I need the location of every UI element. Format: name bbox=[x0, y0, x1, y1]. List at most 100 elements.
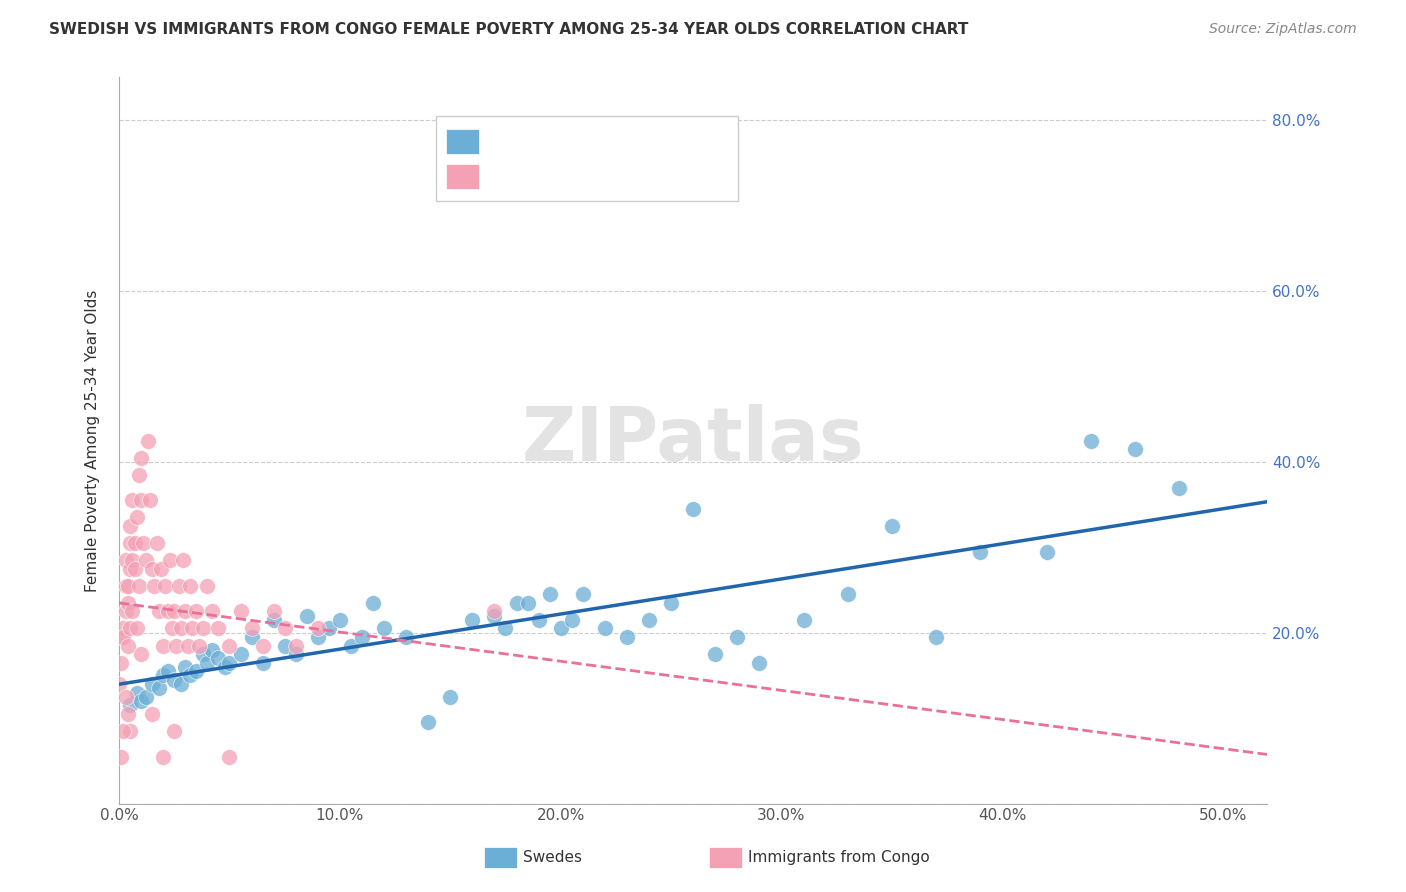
Point bbox=[124, 536, 146, 550]
Point bbox=[969, 544, 991, 558]
Point bbox=[129, 694, 152, 708]
Point bbox=[350, 630, 373, 644]
Point bbox=[263, 604, 285, 618]
Point bbox=[166, 639, 188, 653]
Point bbox=[273, 639, 295, 653]
Point bbox=[505, 596, 527, 610]
Point bbox=[120, 698, 142, 713]
Point bbox=[186, 604, 208, 618]
Point bbox=[132, 536, 155, 550]
Text: Immigrants from Congo: Immigrants from Congo bbox=[748, 850, 929, 864]
Point bbox=[152, 639, 174, 653]
Point bbox=[284, 639, 307, 653]
Point bbox=[201, 604, 224, 618]
Point bbox=[156, 604, 179, 618]
Point bbox=[229, 604, 252, 618]
Point bbox=[263, 613, 285, 627]
Point bbox=[128, 579, 150, 593]
Point bbox=[195, 579, 218, 593]
Text: 0.486: 0.486 bbox=[517, 132, 569, 151]
Point bbox=[561, 613, 583, 627]
Point bbox=[117, 596, 139, 610]
Point bbox=[150, 562, 173, 576]
Point bbox=[725, 630, 748, 644]
Point bbox=[135, 690, 157, 704]
Point bbox=[128, 467, 150, 482]
Point bbox=[170, 622, 193, 636]
Text: 74: 74 bbox=[623, 168, 647, 186]
Point bbox=[329, 613, 352, 627]
Point bbox=[110, 630, 132, 644]
Point bbox=[207, 622, 229, 636]
Point bbox=[176, 639, 198, 653]
Point bbox=[925, 630, 948, 644]
Point bbox=[538, 587, 561, 601]
Point bbox=[748, 656, 770, 670]
Point bbox=[112, 630, 135, 644]
Point bbox=[139, 493, 162, 508]
Point bbox=[148, 681, 170, 696]
Point bbox=[129, 450, 152, 465]
Point bbox=[218, 749, 240, 764]
Point bbox=[117, 579, 139, 593]
Point bbox=[141, 562, 163, 576]
Point bbox=[148, 604, 170, 618]
Point bbox=[240, 622, 263, 636]
Point bbox=[125, 510, 148, 524]
Point bbox=[120, 562, 142, 576]
Point bbox=[495, 622, 517, 636]
Point bbox=[110, 656, 132, 670]
Point bbox=[141, 706, 163, 721]
Point bbox=[252, 656, 274, 670]
Text: 0.084: 0.084 bbox=[517, 168, 569, 186]
Text: SWEDISH VS IMMIGRANTS FROM CONGO FEMALE POVERTY AMONG 25-34 YEAR OLDS CORRELATIO: SWEDISH VS IMMIGRANTS FROM CONGO FEMALE … bbox=[49, 22, 969, 37]
Point bbox=[108, 677, 131, 691]
Point bbox=[201, 643, 224, 657]
Point bbox=[191, 622, 214, 636]
Point bbox=[114, 690, 136, 704]
Point bbox=[117, 706, 139, 721]
Point bbox=[1080, 434, 1102, 448]
Point bbox=[593, 622, 616, 636]
Point bbox=[395, 630, 418, 644]
Point bbox=[187, 639, 209, 653]
Point bbox=[145, 536, 167, 550]
Text: Source: ZipAtlas.com: Source: ZipAtlas.com bbox=[1209, 22, 1357, 37]
Point bbox=[461, 613, 484, 627]
Point bbox=[160, 622, 183, 636]
Text: R =: R = bbox=[484, 168, 520, 186]
Point bbox=[837, 587, 859, 601]
Point bbox=[214, 660, 236, 674]
Point bbox=[163, 724, 186, 739]
Point bbox=[155, 579, 177, 593]
Point bbox=[1168, 481, 1191, 495]
Point bbox=[218, 656, 240, 670]
Point bbox=[340, 639, 363, 653]
Point bbox=[793, 613, 815, 627]
Point bbox=[152, 749, 174, 764]
Point bbox=[284, 647, 307, 661]
Point bbox=[135, 553, 157, 567]
Point bbox=[307, 622, 329, 636]
Point bbox=[114, 579, 136, 593]
Point bbox=[229, 647, 252, 661]
Point bbox=[159, 553, 181, 567]
Point bbox=[129, 647, 152, 661]
Point bbox=[141, 677, 163, 691]
Point bbox=[121, 553, 143, 567]
Point bbox=[1123, 442, 1146, 456]
Text: ZIPatlas: ZIPatlas bbox=[522, 404, 865, 477]
Point bbox=[120, 622, 142, 636]
Point bbox=[167, 579, 190, 593]
Point bbox=[136, 434, 159, 448]
Point bbox=[120, 724, 142, 739]
Point bbox=[616, 630, 638, 644]
Point bbox=[240, 630, 263, 644]
Point bbox=[174, 660, 197, 674]
Point bbox=[121, 604, 143, 618]
Text: N =: N = bbox=[562, 132, 610, 151]
Point bbox=[373, 622, 395, 636]
Point bbox=[659, 596, 682, 610]
Point bbox=[179, 579, 201, 593]
Point bbox=[516, 596, 538, 610]
